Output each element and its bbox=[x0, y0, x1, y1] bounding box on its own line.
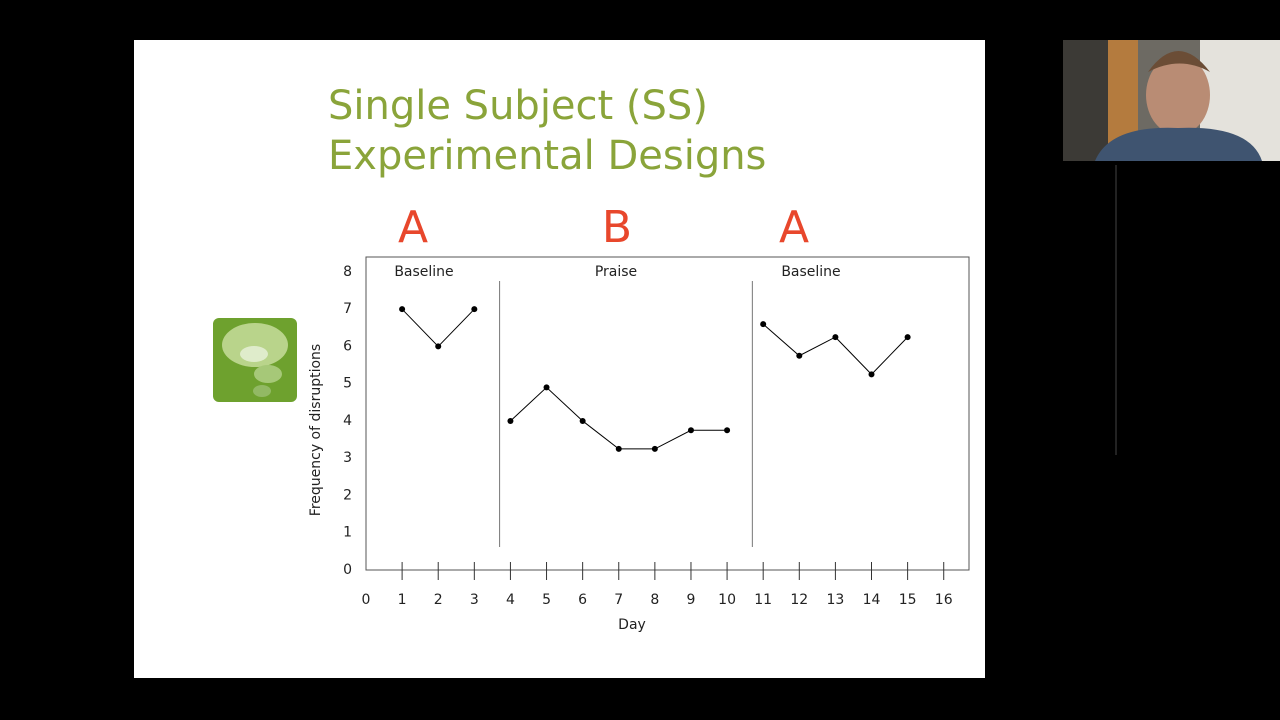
y-axis-label: Frequency of disruptions bbox=[308, 344, 324, 516]
x-tick-label: 11 bbox=[754, 592, 772, 608]
data-point bbox=[399, 306, 406, 313]
x-tick-label: 5 bbox=[542, 592, 551, 608]
x-tick-label: 14 bbox=[863, 592, 881, 608]
phase-letter: A bbox=[398, 202, 428, 253]
data-point bbox=[471, 306, 478, 313]
phase-letter: B bbox=[602, 202, 632, 253]
y-tick-label: 4 bbox=[343, 413, 352, 429]
y-tick-label: 7 bbox=[343, 301, 352, 317]
data-point bbox=[435, 343, 442, 350]
data-point bbox=[687, 427, 694, 434]
x-tick-label: 15 bbox=[899, 592, 917, 608]
data-point bbox=[760, 321, 767, 328]
x-tick-label: 6 bbox=[578, 592, 587, 608]
data-point bbox=[868, 371, 875, 378]
webcam bbox=[1063, 40, 1280, 455]
phase-label: Baseline bbox=[781, 264, 840, 280]
x-tick-label: 12 bbox=[790, 592, 808, 608]
data-point bbox=[543, 384, 550, 391]
slide-icon bbox=[213, 318, 297, 402]
data-point bbox=[615, 445, 622, 452]
slide-title: Single Subject (SS) bbox=[328, 83, 708, 129]
data-point bbox=[724, 427, 731, 434]
data-point bbox=[579, 417, 586, 424]
y-tick-label: 5 bbox=[343, 376, 352, 392]
phase-letter: A bbox=[779, 202, 809, 253]
x-tick-label: 16 bbox=[935, 592, 953, 608]
data-point bbox=[904, 334, 911, 341]
x-tick-label: 0 bbox=[362, 592, 371, 608]
x-tick-label: 8 bbox=[650, 592, 659, 608]
x-tick-label: 13 bbox=[826, 592, 844, 608]
data-point bbox=[796, 352, 803, 359]
phase-label: Praise bbox=[595, 264, 637, 280]
y-tick-label: 6 bbox=[343, 338, 352, 354]
x-tick-label: 10 bbox=[718, 592, 736, 608]
x-tick-label: 1 bbox=[398, 592, 407, 608]
y-tick-label: 1 bbox=[343, 525, 352, 541]
slide-title: Experimental Designs bbox=[328, 133, 766, 179]
data-point bbox=[651, 445, 658, 452]
x-tick-label: 9 bbox=[687, 592, 696, 608]
x-axis-label: Day bbox=[618, 617, 646, 633]
y-tick-label: 8 bbox=[343, 264, 352, 280]
y-tick-label: 0 bbox=[343, 562, 352, 578]
plot-frame bbox=[365, 256, 970, 571]
y-tick-label: 2 bbox=[343, 487, 352, 503]
data-point bbox=[832, 334, 839, 341]
x-tick-label: 2 bbox=[434, 592, 443, 608]
x-tick-label: 4 bbox=[506, 592, 515, 608]
data-point bbox=[507, 417, 514, 424]
x-tick-label: 7 bbox=[614, 592, 623, 608]
x-tick-label: 3 bbox=[470, 592, 479, 608]
y-tick-label: 3 bbox=[343, 450, 352, 466]
phase-label: Baseline bbox=[394, 264, 453, 280]
